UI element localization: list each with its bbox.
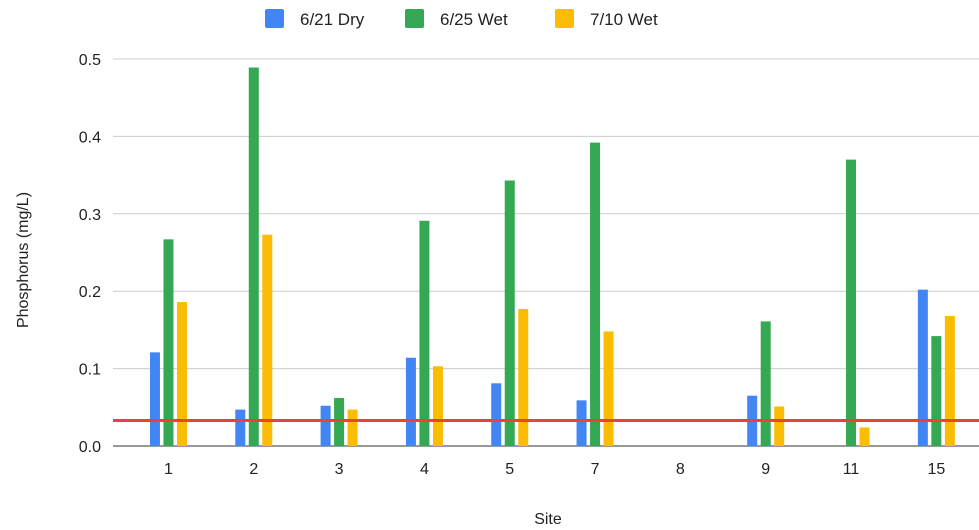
x-tick-label: 9 — [761, 461, 770, 478]
legend-label: 7/10 Wet — [590, 10, 658, 29]
bar-7-10-wet-site-5 — [518, 309, 529, 446]
bar-7-10-wet-site-4 — [432, 366, 443, 446]
bar-6-21-dry-site-15 — [917, 289, 928, 446]
bar-6-25-wet-site-15 — [931, 336, 942, 446]
y-axis-title: Phosphorus (mg/L) — [15, 192, 32, 328]
bar-7-10-wet-site-3 — [347, 409, 358, 446]
x-tick-label: 8 — [676, 461, 685, 478]
bar-6-25-wet-site-3 — [334, 398, 345, 446]
legend-label: 6/21 Dry — [300, 10, 365, 29]
legend-swatch — [555, 9, 574, 28]
legend: 6/21 Dry 6/25 Wet 7/10 Wet — [265, 9, 658, 29]
x-tick-label: 3 — [335, 461, 344, 478]
x-tick-label: 7 — [591, 461, 600, 478]
bar-6-21-dry-site-4 — [405, 357, 416, 446]
bar-6-21-dry-site-1 — [149, 352, 160, 446]
bar-6-25-wet-site-7 — [590, 142, 601, 447]
bar-7-10-wet-site-7 — [603, 331, 614, 446]
y-tick-label: 0.2 — [79, 284, 101, 301]
bar-6-21-dry-site-3 — [320, 405, 331, 446]
bars — [149, 67, 955, 447]
bar-6-21-dry-site-2 — [235, 409, 246, 446]
bar-7-10-wet-site-1 — [176, 302, 187, 446]
x-tick-label: 2 — [249, 461, 258, 478]
x-tick-label: 4 — [420, 461, 429, 478]
legend-swatch — [405, 9, 424, 28]
bar-6-25-wet-site-5 — [504, 180, 515, 446]
bar-6-25-wet-site-11 — [846, 159, 857, 446]
y-tick-label: 0.4 — [79, 129, 101, 146]
bar-6-25-wet-site-4 — [419, 220, 430, 446]
bar-7-10-wet-site-2 — [262, 234, 273, 446]
bar-7-10-wet-site-11 — [859, 427, 870, 446]
bar-6-25-wet-site-1 — [163, 239, 174, 446]
bar-6-25-wet-site-9 — [760, 321, 771, 446]
x-tick-label: 5 — [505, 461, 514, 478]
x-tick-label: 11 — [843, 461, 860, 478]
legend-swatch — [265, 9, 284, 28]
y-tick-labels: 0.0 0.1 0.2 0.3 0.4 0.5 — [79, 52, 101, 456]
y-tick-label: 0.1 — [79, 362, 101, 379]
legend-label: 6/25 Wet — [440, 10, 508, 29]
bar-6-21-dry-site-7 — [576, 400, 587, 446]
x-tick-label: 15 — [927, 461, 945, 478]
x-axis-title: Site — [534, 511, 562, 528]
x-tick-label: 1 — [164, 461, 173, 478]
y-tick-label: 0.3 — [79, 207, 101, 224]
y-tick-label: 0.0 — [79, 439, 101, 456]
y-tick-label: 0.5 — [79, 52, 101, 69]
bar-7-10-wet-site-15 — [944, 315, 955, 446]
bar-7-10-wet-site-9 — [774, 406, 785, 446]
bar-6-21-dry-site-5 — [491, 383, 502, 446]
bar-6-25-wet-site-2 — [248, 67, 259, 446]
x-tick-labels: 1 2 3 4 5 7 8 9 11 15 — [164, 461, 945, 478]
